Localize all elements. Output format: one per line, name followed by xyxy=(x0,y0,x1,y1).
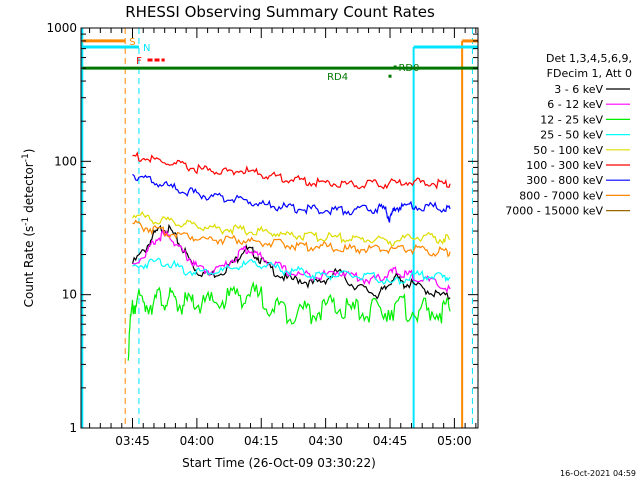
x-tick-label-5: 05:00 xyxy=(437,434,472,448)
x-tick-label-4: 04:45 xyxy=(373,434,408,448)
annotation-f: F xyxy=(136,56,142,67)
x-tick-label-2: 04:15 xyxy=(244,434,279,448)
rd4-marker xyxy=(388,74,392,78)
series-layer xyxy=(127,151,451,361)
axis-ticks: 03:45 04:00 04:15 04:30 04:45 05:00 1 10 100 1000 xyxy=(46,21,478,448)
y-axis-label-sup2: -1 xyxy=(21,153,31,162)
legend-header-2: FDecim 1, Att 0 xyxy=(547,67,632,80)
y-axis-label-mid: detector xyxy=(22,162,36,217)
legend-label-7: 800 - 7000 keV xyxy=(519,189,603,202)
y-axis-label: Count Rate (s-1 detector-1) xyxy=(21,149,36,308)
y-tick-label-0: 1 xyxy=(69,421,77,435)
generation-timestamp: 16-Oct-2021 04:59 xyxy=(560,469,636,478)
legend-label-3: 25 - 50 keV xyxy=(540,129,603,142)
series-line-5 xyxy=(132,151,451,190)
legend-label-1: 6 - 12 keV xyxy=(547,98,603,111)
series-line-1 xyxy=(132,229,451,294)
series-line-2 xyxy=(127,280,451,361)
series-line-7 xyxy=(132,219,451,258)
legend-items: 3 - 6 keV 6 - 12 keV 12 - 25 keV 25 - 50 ke… xyxy=(505,83,630,218)
annotation-s: S xyxy=(129,37,135,48)
annotation-layer: SNF RD0 RD4 xyxy=(129,37,419,83)
annotation-rd4: RD4 xyxy=(327,72,348,83)
legend-label-2: 12 - 25 keV xyxy=(540,113,603,126)
plot-frame xyxy=(80,27,479,429)
x-tick-label-1: 04:00 xyxy=(180,434,215,448)
y-axis-label-end: ) xyxy=(22,149,36,154)
series-line-4 xyxy=(131,210,451,247)
series-line-6 xyxy=(132,173,451,223)
series-line-0 xyxy=(131,223,451,301)
rd0-marker xyxy=(393,65,397,69)
x-tick-label-3: 04:30 xyxy=(308,434,343,448)
legend-header-1: Det 1,3,4,5,6,9, xyxy=(546,52,632,65)
legend-label-5: 100 - 300 keV xyxy=(526,159,603,172)
x-tick-label-0: 03:45 xyxy=(115,434,150,448)
series-line-3 xyxy=(132,257,451,286)
y-tick-label-3: 1000 xyxy=(46,21,77,35)
y-axis-label-main: Count Rate (s xyxy=(22,226,36,308)
x-axis-label: Start Time (26-Oct-09 03:30:22) xyxy=(182,456,376,470)
annotation-rd0: RD0 xyxy=(398,63,419,74)
y-tick-label-1: 10 xyxy=(62,288,77,302)
annotation-n: N xyxy=(143,43,150,54)
legend: Det 1,3,4,5,6,9, FDecim 1, Att 0 3 - 6 k… xyxy=(505,52,632,218)
legend-label-0: 3 - 6 keV xyxy=(554,83,603,96)
legend-label-4: 50 - 100 keV xyxy=(533,144,603,157)
legend-label-6: 300 - 800 keV xyxy=(526,174,603,187)
observing-bands xyxy=(81,28,478,428)
legend-label-8: 7000 - 15000 keV xyxy=(505,205,603,218)
y-tick-label-2: 100 xyxy=(54,154,77,168)
chart-title: RHESSI Observing Summary Count Rates xyxy=(125,3,435,21)
y-axis-label-sup1: -1 xyxy=(21,217,31,226)
